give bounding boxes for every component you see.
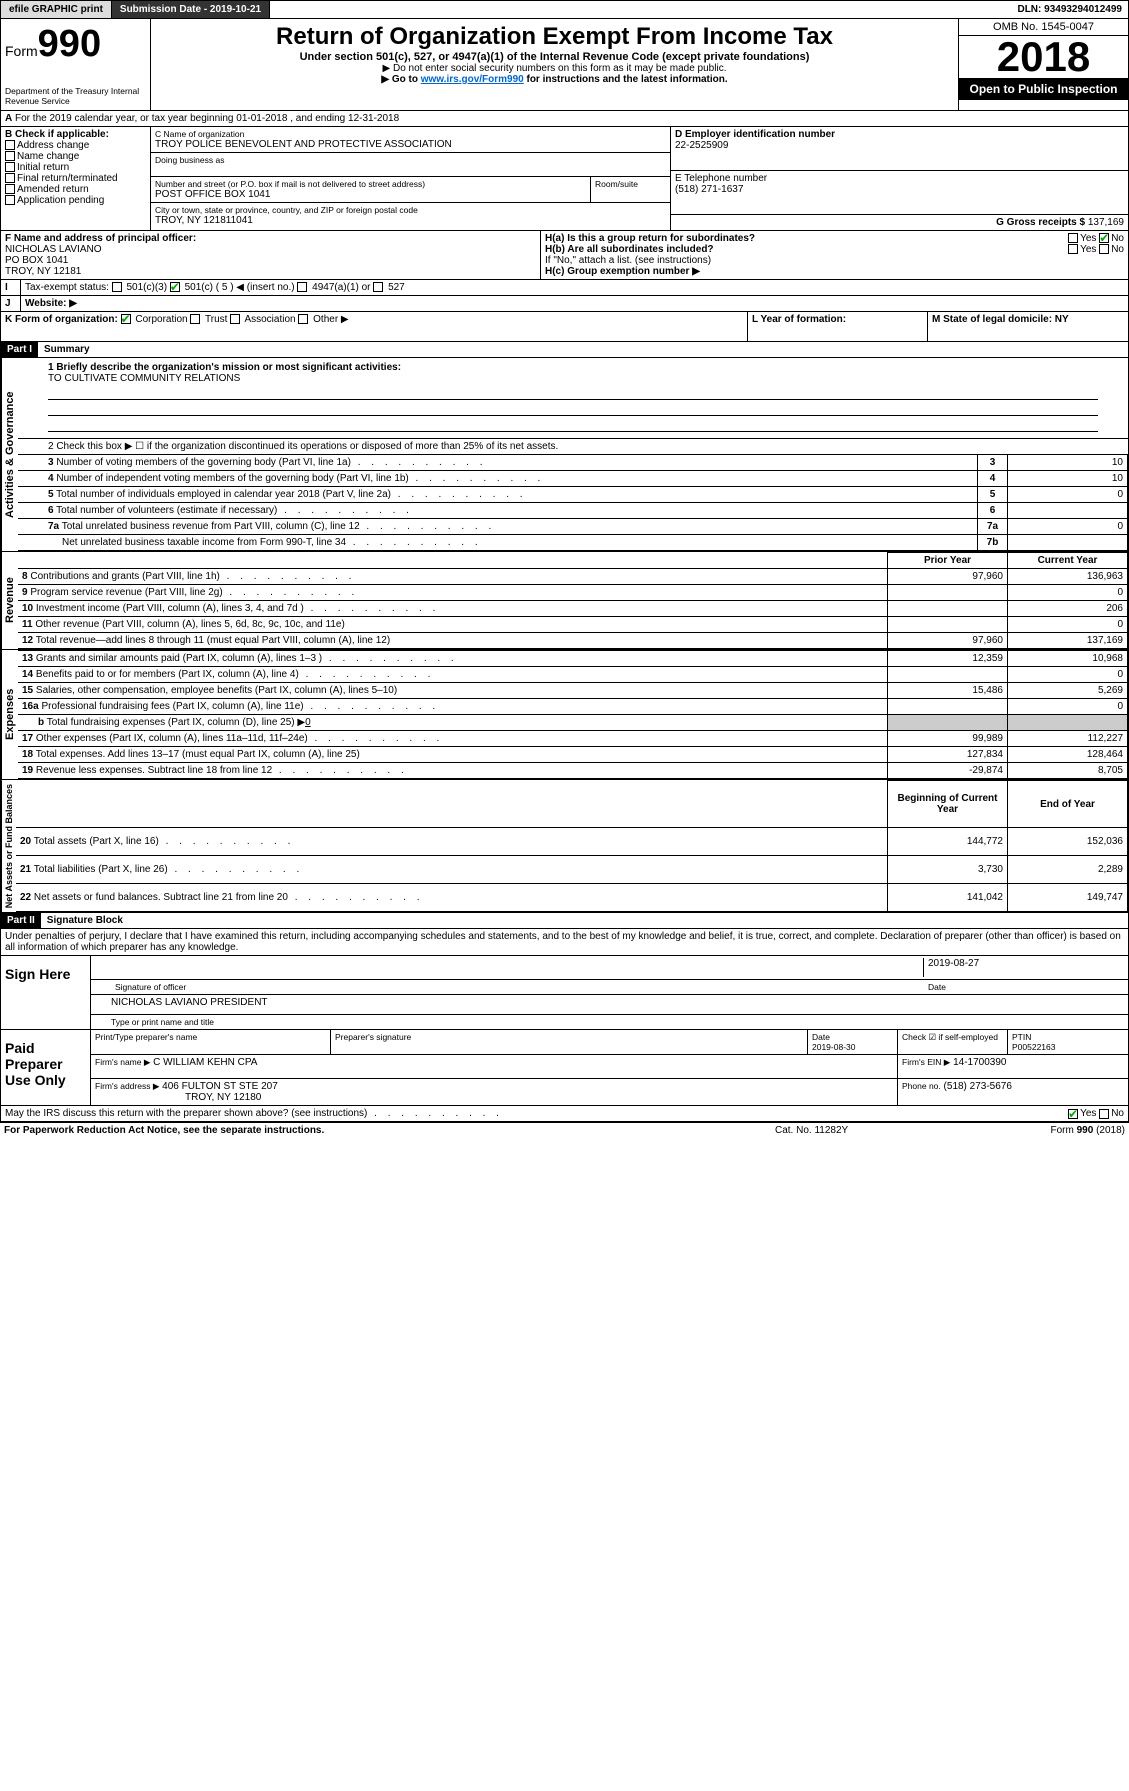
box-deg: D Employer identification number 22-2525… (671, 127, 1128, 230)
form-note1: ▶ Do not enter social security numbers o… (155, 63, 954, 74)
line7b-value (1008, 535, 1128, 551)
klm-row: K Form of organization: Corporation Trus… (0, 312, 1129, 342)
efile-button[interactable]: efile GRAPHIC print (1, 1, 112, 18)
officer-sig-area[interactable] (95, 958, 924, 977)
firm-ein: 14-1700390 (953, 1057, 1006, 1068)
year-formation: L Year of formation: (748, 312, 928, 341)
box-c: C Name of organization TROY POLICE BENEV… (151, 127, 671, 230)
irs-link[interactable]: www.irs.gov/Form990 (421, 74, 524, 85)
initial-return-checkbox[interactable] (5, 162, 15, 172)
expenses-section: Expenses 13 Grants and similar amounts p… (0, 650, 1129, 780)
form-note2: ▶ Go to www.irs.gov/Form990 for instruct… (155, 74, 954, 85)
box-f: F Name and address of principal officer:… (1, 231, 541, 279)
dln-label: DLN: 93493294012499 (1011, 2, 1128, 17)
form-header: Form990 Department of the Treasury Inter… (0, 19, 1129, 111)
firm-name: C WILLIAM KEHN CPA (153, 1057, 257, 1068)
corp-checkbox[interactable] (121, 314, 131, 324)
ha-yes-checkbox[interactable] (1068, 233, 1078, 243)
state-domicile: M State of legal domicile: NY (928, 312, 1128, 341)
ha-no-checkbox[interactable] (1099, 233, 1109, 243)
revenue-label: Revenue (1, 552, 18, 649)
trust-checkbox[interactable] (190, 314, 200, 324)
preparer-phone: (518) 273-5676 (944, 1081, 1012, 1092)
gross-receipts: 137,169 (1088, 217, 1124, 228)
governance-table: 2 Check this box ▶ ☐ if the organization… (18, 438, 1128, 551)
line4-value: 10 (1008, 471, 1128, 487)
ptin-value: P00522163 (1012, 1042, 1056, 1052)
form-title: Return of Organization Exempt From Incom… (155, 23, 954, 51)
line3-value: 10 (1008, 455, 1128, 471)
period-text: A For the 2019 calendar year, or tax yea… (1, 111, 1128, 126)
website-row: J Website: ▶ (0, 296, 1129, 312)
assoc-checkbox[interactable] (230, 314, 240, 324)
sig-date: 2019-08-27 (924, 958, 1124, 977)
501c3-checkbox[interactable] (112, 282, 122, 292)
expenses-table: 13 Grants and similar amounts paid (Part… (18, 650, 1128, 779)
revenue-section: Revenue Prior YearCurrent Year 8 Contrib… (0, 552, 1129, 650)
line6-value (1008, 503, 1128, 519)
other-checkbox[interactable] (298, 314, 308, 324)
paid-preparer-block: Paid Preparer Use Only Print/Type prepar… (0, 1030, 1129, 1106)
revenue-table: Prior YearCurrent Year 8 Contributions a… (18, 552, 1128, 649)
form-number: Form990 (5, 23, 146, 66)
dept-label: Department of the Treasury Internal Reve… (5, 86, 146, 106)
part1-header: Part I Summary (0, 342, 1129, 358)
form-subtitle: Under section 501(c), 527, or 4947(a)(1)… (155, 51, 954, 63)
perjury-text: Under penalties of perjury, I declare th… (0, 929, 1129, 956)
part2-header: Part II Signature Block (0, 913, 1129, 929)
officer-name: NICHOLAS LAVIANO PRESIDENT (91, 995, 1128, 1015)
hb-yes-checkbox[interactable] (1068, 244, 1078, 254)
mission-text: TO CULTIVATE COMMUNITY RELATIONS (48, 373, 1098, 384)
netassets-section: Net Assets or Fund Balances Beginning of… (0, 780, 1129, 913)
line5-value: 0 (1008, 487, 1128, 503)
discuss-no-checkbox[interactable] (1099, 1109, 1109, 1119)
line7a-value: 0 (1008, 519, 1128, 535)
amended-checkbox[interactable] (5, 184, 15, 194)
officer-row: F Name and address of principal officer:… (0, 231, 1129, 280)
org-address: POST OFFICE BOX 1041 (155, 189, 586, 200)
netassets-label: Net Assets or Fund Balances (1, 780, 16, 912)
sign-here-block: Sign Here 2019-08-27 Signature of office… (0, 956, 1129, 1030)
org-name: TROY POLICE BENEVOLENT AND PROTECTIVE AS… (155, 139, 666, 150)
submission-date: Submission Date - 2019-10-21 (112, 1, 270, 18)
expenses-label: Expenses (1, 650, 18, 779)
phone-value: (518) 271-1637 (675, 184, 1124, 195)
tax-status-row: I Tax-exempt status: 501(c)(3) 501(c) ( … (0, 280, 1129, 296)
addr-change-checkbox[interactable] (5, 140, 15, 150)
discuss-yes-checkbox[interactable] (1068, 1109, 1078, 1119)
netassets-table: Beginning of Current YearEnd of Year 20 … (16, 780, 1128, 912)
4947-checkbox[interactable] (297, 282, 307, 292)
discuss-row: May the IRS discuss this return with the… (0, 1106, 1129, 1122)
name-change-checkbox[interactable] (5, 151, 15, 161)
ein-value: 22-2525909 (675, 140, 1124, 151)
box-b: B Check if applicable: Address change Na… (1, 127, 151, 230)
org-city: TROY, NY 121811041 (155, 215, 666, 226)
top-header-bar: efile GRAPHIC print Submission Date - 20… (0, 0, 1129, 19)
governance-section: Activities & Governance 1 Briefly descri… (0, 358, 1129, 552)
527-checkbox[interactable] (373, 282, 383, 292)
open-public-badge: Open to Public Inspection (959, 78, 1128, 100)
governance-label: Activities & Governance (1, 358, 18, 551)
final-return-checkbox[interactable] (5, 173, 15, 183)
footer-row: For Paperwork Reduction Act Notice, see … (0, 1122, 1129, 1138)
period-row: A For the 2019 calendar year, or tax yea… (0, 111, 1129, 127)
org-info-row: B Check if applicable: Address change Na… (0, 127, 1129, 231)
app-pending-checkbox[interactable] (5, 195, 15, 205)
hb-no-checkbox[interactable] (1099, 244, 1109, 254)
501c-checkbox[interactable] (170, 282, 180, 292)
tax-year: 2018 (959, 36, 1128, 78)
box-h: H(a) Is this a group return for subordin… (541, 231, 1128, 279)
